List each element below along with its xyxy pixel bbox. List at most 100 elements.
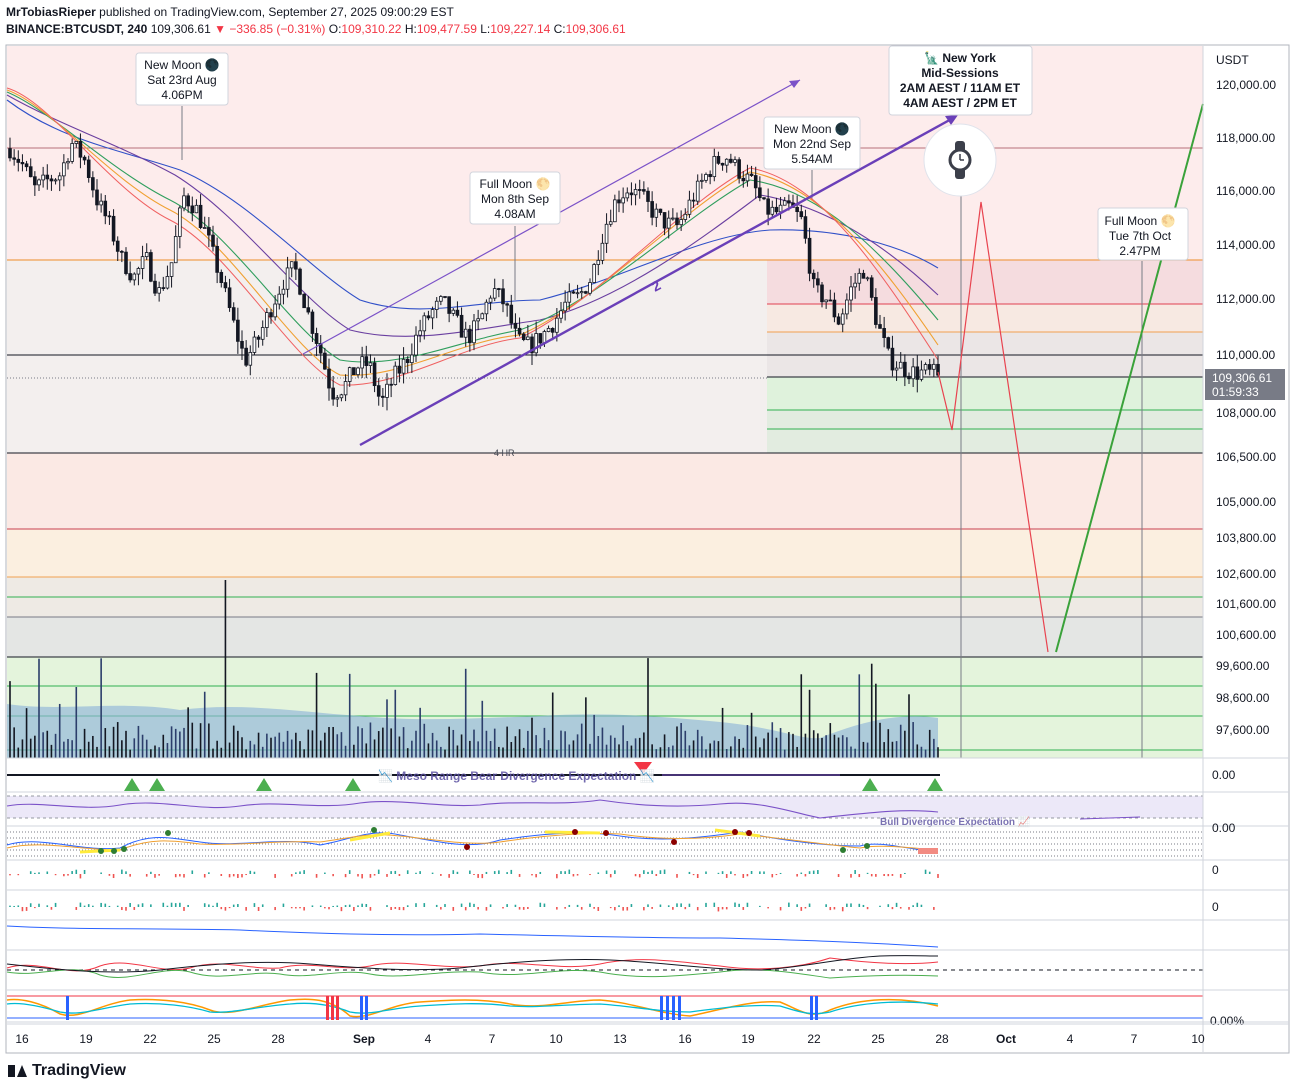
candle-body[interactable] [28,166,33,178]
candle-body[interactable] [335,397,340,400]
candle-body[interactable] [849,286,853,301]
candle-body[interactable] [708,174,712,178]
projection-green-path[interactable] [1055,103,1204,653]
candle-body[interactable] [447,296,451,314]
candle-body[interactable] [758,187,762,199]
candle-body[interactable] [865,277,870,280]
candle-body[interactable] [646,190,650,202]
candle-body[interactable] [45,174,50,180]
candle-body[interactable] [911,366,915,380]
candle-body[interactable] [194,204,199,214]
candle-body[interactable] [700,179,704,182]
candle-body[interactable] [749,173,754,176]
full-moon-annotation[interactable]: Full Moon 🌕 Mon 8th Sep 4.08AM [469,171,561,225]
candle-body[interactable] [720,162,725,166]
candle-body[interactable] [310,311,315,334]
candle-body[interactable] [476,318,480,322]
candle-body[interactable] [679,219,683,226]
candle-body[interactable] [165,276,170,289]
candle-body[interactable] [397,365,402,374]
candle-body[interactable] [20,162,25,165]
candle-body[interactable] [368,362,373,366]
author-name[interactable]: MrTobiasRieper [6,5,96,19]
candle-body[interactable] [878,324,882,329]
candle-body[interactable] [567,291,572,303]
candle-body[interactable] [509,304,514,324]
candle-body[interactable] [898,361,903,369]
candle-body[interactable] [418,330,422,336]
candle-body[interactable] [434,300,439,310]
candle-body[interactable] [654,208,659,218]
candle-body[interactable] [741,177,746,182]
full-moon-annotation[interactable]: Full Moon 🌕 Tue 7th Oct 2.47PM [1097,207,1189,261]
candle-body[interactable] [74,140,79,144]
candle-body[interactable] [687,199,692,215]
candle-body[interactable] [787,200,791,204]
candle-body[interactable] [600,242,605,261]
candle-body[interactable] [455,309,460,316]
candle-body[interactable] [575,292,580,295]
candle-body[interactable] [550,327,555,333]
candle-body[interactable] [463,328,468,338]
candle-body[interactable] [219,271,224,284]
candle-body[interactable] [124,251,128,274]
candle-body[interactable] [153,280,157,294]
candle-body[interactable] [144,252,149,258]
candle-body[interactable] [269,312,273,318]
candle-body[interactable] [70,143,74,162]
candle-body[interactable] [128,273,132,281]
candle-body[interactable] [91,177,95,191]
candle-body[interactable] [753,175,758,189]
candle-body[interactable] [381,395,385,398]
candle-body[interactable] [915,366,920,380]
candle-body[interactable] [650,201,654,218]
candle-body[interactable] [285,267,290,290]
candle-body[interactable] [637,189,642,191]
candle-body[interactable] [248,352,253,366]
candle-body[interactable] [244,347,248,366]
candle-body[interactable] [712,155,717,178]
candle-body[interactable] [625,192,630,199]
candle-body[interactable] [521,333,526,340]
candle-body[interactable] [389,383,393,386]
new-york-session-box[interactable]: 🗽 New York Mid-Sessions 2AM AEST / 11AM … [888,45,1033,116]
candle-body[interactable] [393,365,398,385]
candle-body[interactable] [37,179,41,186]
candle-body[interactable] [252,336,257,353]
candle-body[interactable] [323,352,327,370]
candle-body[interactable] [215,245,219,273]
candle-body[interactable] [733,159,737,163]
candle-body[interactable] [840,313,845,325]
candle-body[interactable] [662,212,667,229]
candle-body[interactable] [99,200,103,206]
candle-body[interactable] [671,217,675,220]
candle-body[interactable] [517,327,522,335]
candle-body[interactable] [555,317,559,333]
candle-body[interactable] [621,197,625,204]
candle-body[interactable] [857,272,862,284]
candle-body[interactable] [318,343,323,354]
candle-body[interactable] [530,336,534,354]
candle-body[interactable] [923,364,928,371]
candle-body[interactable] [360,356,364,369]
candle-body[interactable] [546,327,551,332]
candle-body[interactable] [559,310,563,319]
candle-body[interactable] [227,287,232,309]
candle-body[interactable] [198,204,203,228]
candle-body[interactable] [8,148,12,159]
candle-body[interactable] [571,291,576,294]
candle-body[interactable] [364,356,369,366]
candle-body[interactable] [414,334,418,356]
candle-body[interactable] [505,303,509,306]
candle-body[interactable] [136,268,141,275]
candle-body[interactable] [347,367,352,382]
candle-body[interactable] [78,140,83,158]
candle-body[interactable] [836,316,841,325]
candle-body[interactable] [443,296,447,298]
candle-body[interactable] [298,268,302,295]
candle-body[interactable] [302,293,306,309]
candle-body[interactable] [426,315,431,319]
candle-body[interactable] [816,278,820,286]
candle-body[interactable] [468,328,472,344]
